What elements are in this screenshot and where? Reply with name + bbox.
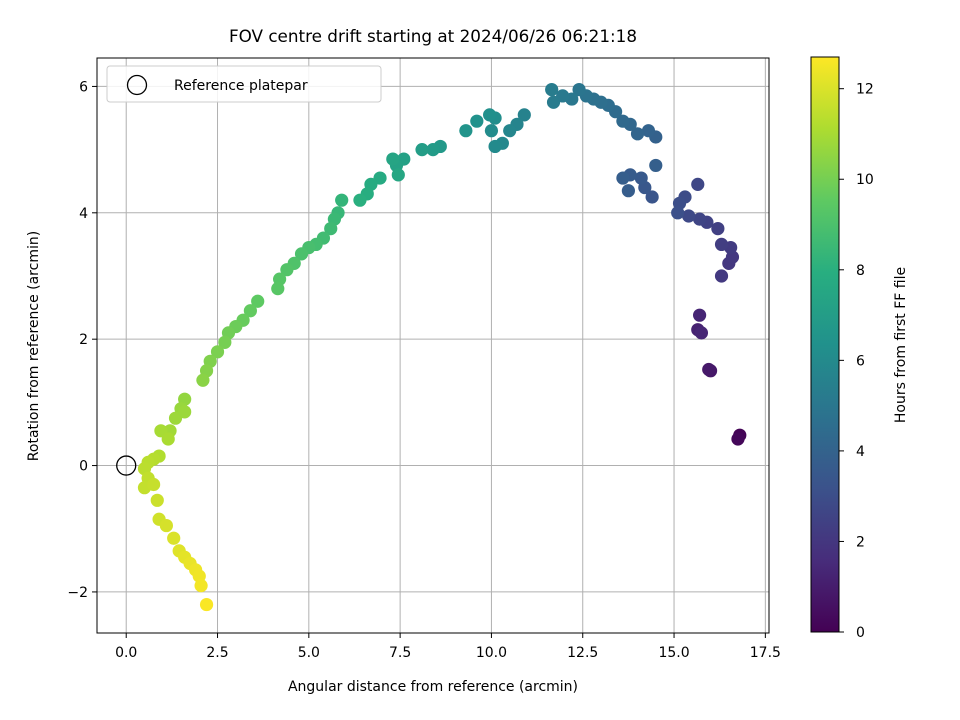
colorbar-tick-label: 10 xyxy=(856,172,874,188)
legend-box xyxy=(106,65,382,103)
data-point xyxy=(324,222,338,236)
y-axis-label: Rotation from reference (arcmin) xyxy=(26,231,42,461)
reference-marker xyxy=(116,455,137,476)
x-tick-label: 2.5 xyxy=(206,645,228,661)
data-point xyxy=(488,139,502,154)
data-point xyxy=(616,171,630,185)
y-tick-label: 4 xyxy=(79,206,88,222)
y-axis-ticks: −2 0 2 4 6 xyxy=(67,79,97,601)
data-point xyxy=(426,143,440,157)
data-point xyxy=(210,345,225,359)
data-point xyxy=(150,493,164,507)
data-point xyxy=(649,158,663,173)
colorbar-tick-label: 4 xyxy=(856,444,865,460)
chart-title: FOV centre drift starting at 2024/06/26 … xyxy=(229,26,637,46)
data-point xyxy=(714,237,729,252)
x-axis-ticks: 0.0 2.5 5.0 7.5 10.0 12.5 15.0 17.5 xyxy=(115,633,781,661)
data-point xyxy=(161,432,175,446)
x-tick-label: 17.5 xyxy=(750,645,781,661)
y-tick-label: 6 xyxy=(79,79,88,95)
data-point xyxy=(671,206,685,220)
data-point xyxy=(630,127,645,141)
colorbar-tick-label: 8 xyxy=(856,263,865,279)
plot-frame xyxy=(96,57,770,634)
data-point xyxy=(517,108,531,122)
data-point xyxy=(483,108,497,122)
data-point xyxy=(196,373,210,387)
x-axis-label: Angular distance from reference (arcmin) xyxy=(288,679,578,695)
data-point xyxy=(503,124,517,138)
data-point xyxy=(199,597,214,612)
x-tick-label: 10.0 xyxy=(476,645,507,661)
data-point xyxy=(294,247,309,261)
data-point xyxy=(159,518,173,533)
scatter-points xyxy=(137,82,747,612)
colorbar-tick-label: 2 xyxy=(856,534,865,550)
data-point xyxy=(353,193,367,207)
data-point xyxy=(335,193,349,207)
data-point xyxy=(546,95,561,109)
data-point xyxy=(702,362,716,377)
data-point xyxy=(641,124,656,138)
colorbar-label: Hours from first FF file xyxy=(893,267,909,423)
data-point xyxy=(682,209,696,223)
data-point xyxy=(711,222,725,236)
colorbar-tick-label: 0 xyxy=(856,625,865,641)
data-point xyxy=(147,477,161,492)
data-point xyxy=(459,124,473,138)
colorbar xyxy=(810,56,840,633)
x-tick-label: 15.0 xyxy=(658,645,689,661)
data-point xyxy=(693,212,707,226)
legend: Reference platepar xyxy=(106,65,382,103)
x-tick-label: 0.0 xyxy=(115,645,137,661)
colorbar-tick-label: 6 xyxy=(856,353,865,369)
data-point xyxy=(621,184,635,198)
data-point xyxy=(694,326,709,340)
colorbar-ticks: 0 2 4 6 8 10 12 xyxy=(839,82,874,641)
data-point xyxy=(386,152,400,166)
data-point xyxy=(616,114,630,128)
data-point xyxy=(243,304,257,318)
y-tick-label: −2 xyxy=(67,585,88,601)
data-point xyxy=(731,432,745,446)
y-tick-label: 2 xyxy=(79,332,88,348)
data-point xyxy=(693,308,707,322)
grid xyxy=(97,58,769,633)
data-point xyxy=(691,177,705,191)
legend-label-reference-platepar: Reference platepar xyxy=(174,78,308,94)
data-point xyxy=(167,531,181,545)
data-point xyxy=(178,405,192,419)
data-point xyxy=(391,168,405,182)
data-point xyxy=(194,579,208,593)
data-point xyxy=(415,143,429,157)
colorbar-tick-label: 12 xyxy=(856,82,874,98)
data-point xyxy=(634,171,648,185)
data-point xyxy=(572,82,586,97)
reference-platepar-marker xyxy=(116,455,137,476)
data-point xyxy=(218,335,232,349)
data-point xyxy=(484,124,499,138)
x-tick-label: 7.5 xyxy=(389,645,411,661)
data-point xyxy=(251,294,265,308)
data-point xyxy=(470,114,484,128)
data-point xyxy=(714,269,729,283)
x-tick-label: 12.5 xyxy=(567,645,598,661)
data-point xyxy=(645,190,659,204)
y-tick-label: 0 xyxy=(79,459,88,475)
data-point xyxy=(545,82,559,97)
data-point xyxy=(271,282,285,296)
x-tick-label: 5.0 xyxy=(298,645,320,661)
legend-marker xyxy=(126,74,148,96)
data-point xyxy=(280,263,294,277)
